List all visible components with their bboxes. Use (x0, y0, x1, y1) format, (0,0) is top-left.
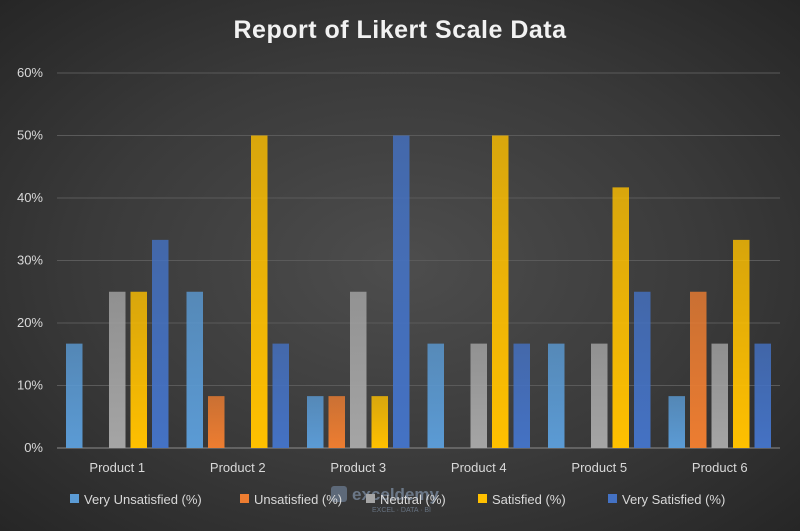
x-tick-label: Product 6 (692, 460, 748, 475)
bar (272, 343, 289, 448)
x-tick-label: Product 2 (210, 460, 266, 475)
y-tick-label: 50% (17, 128, 43, 143)
x-tick-label: Product 3 (330, 460, 386, 475)
bar (690, 291, 707, 448)
legend-entry: Very Satisfied (%) (622, 492, 725, 507)
chart-title: Report of Likert Scale Data (233, 16, 567, 44)
bar (66, 343, 83, 448)
bar (548, 343, 565, 448)
bar (668, 396, 685, 448)
legend-entry: Unsatisfied (%) (254, 492, 342, 507)
bar (208, 396, 225, 448)
bar (612, 187, 629, 448)
y-tick-label: 60% (17, 65, 43, 80)
x-tick-label: Product 4 (451, 460, 507, 475)
watermark-logo-icon (331, 486, 347, 502)
legend-swatch (478, 494, 487, 503)
bar (393, 135, 410, 448)
x-tick-label: Product 1 (89, 460, 145, 475)
y-tick-label: 10% (17, 378, 43, 393)
legend-entry: Very Unsatisfied (%) (84, 492, 202, 507)
bar (470, 343, 487, 448)
bar (492, 135, 509, 448)
bar (130, 291, 147, 448)
bar (754, 343, 771, 448)
legend-swatch (240, 494, 249, 503)
x-tick-label: Product 5 (571, 460, 627, 475)
bar (152, 239, 169, 448)
bar (328, 396, 345, 448)
watermark-subtext: EXCEL · DATA · BI (372, 507, 431, 514)
legend-entry: Satisfied (%) (492, 492, 566, 507)
y-tick-label: 40% (17, 190, 43, 205)
y-tick-label: 20% (17, 315, 43, 330)
bar (109, 291, 126, 448)
bar (371, 396, 388, 448)
legend-swatch (608, 494, 617, 503)
bar (513, 343, 530, 448)
bar (733, 239, 750, 448)
legend-entry: Neutral (%) (380, 492, 446, 507)
bar (427, 343, 444, 448)
bar (634, 291, 651, 448)
legend-swatch (70, 494, 79, 503)
bar (186, 291, 203, 448)
bar (711, 343, 728, 448)
bar (251, 135, 268, 448)
bar (307, 396, 324, 448)
legend-swatch (366, 494, 375, 503)
bar (591, 343, 608, 448)
y-tick-label: 30% (17, 253, 43, 268)
bar (350, 291, 367, 448)
y-tick-label: 0% (24, 440, 43, 455)
